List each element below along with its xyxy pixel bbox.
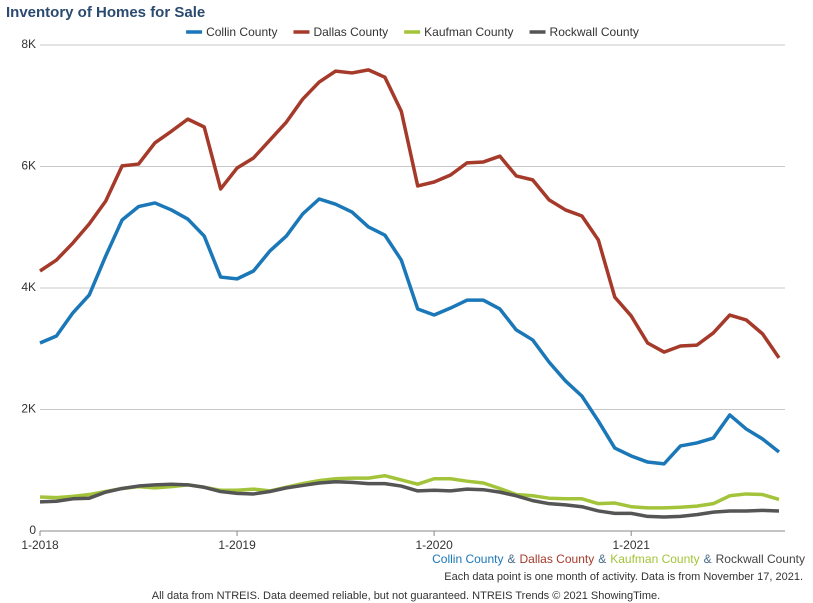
caption-name: Dallas County bbox=[520, 552, 595, 566]
caption-name: Kaufman County bbox=[610, 552, 699, 566]
note: Each data point is one month of activity… bbox=[444, 571, 803, 583]
series-line bbox=[39, 473, 780, 510]
caption-separator: & bbox=[598, 552, 606, 566]
y-tick-label: 0 bbox=[29, 523, 36, 537]
x-tick-label: 1-2018 bbox=[21, 538, 59, 552]
x-tick-label: 1-2019 bbox=[218, 538, 256, 552]
legend-label: Rockwall County bbox=[550, 25, 639, 39]
series-caption: Collin County & Dallas County & Kaufman Coun… bbox=[432, 552, 805, 566]
caption-separator: & bbox=[704, 552, 712, 566]
caption-separator: & bbox=[507, 552, 515, 566]
series-line bbox=[39, 68, 781, 359]
legend-item: Rockwall County bbox=[529, 25, 639, 39]
series-line bbox=[39, 480, 780, 519]
footer: All data from NTREIS. Data deemed reliab… bbox=[152, 590, 660, 602]
x-tick-label: 1-2020 bbox=[415, 538, 453, 552]
legend-label: Dallas County bbox=[313, 25, 388, 39]
legend-label: Collin County bbox=[206, 25, 277, 39]
caption-name: Rockwall County bbox=[716, 552, 805, 566]
chart-title: Inventory of Homes for Sale bbox=[6, 4, 205, 21]
legend: Collin County Dallas County Kaufman County… bbox=[186, 25, 639, 39]
legend-item: Dallas County bbox=[293, 25, 388, 39]
legend-item: Collin County bbox=[186, 25, 277, 39]
x-tick-label: 1-2021 bbox=[613, 538, 651, 552]
series-line bbox=[39, 197, 781, 466]
y-tick-label: 6K bbox=[21, 159, 36, 173]
y-tick-label: 2K bbox=[21, 402, 36, 416]
legend-item: Kaufman County bbox=[404, 25, 514, 39]
y-tick-label: 4K bbox=[21, 280, 36, 294]
legend-label: Kaufman County bbox=[424, 25, 513, 39]
caption-name: Collin County bbox=[432, 552, 503, 566]
y-tick-label: 8K bbox=[21, 37, 36, 51]
